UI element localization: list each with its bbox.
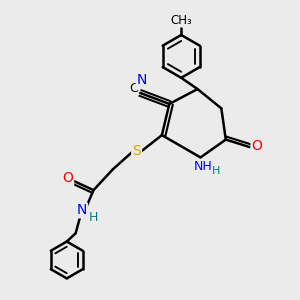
Text: O: O — [252, 139, 262, 152]
Text: CH₃: CH₃ — [170, 14, 192, 27]
Text: NH: NH — [194, 160, 213, 173]
Text: N: N — [76, 203, 87, 217]
Text: H: H — [89, 211, 98, 224]
Text: O: O — [62, 171, 73, 185]
Text: N: N — [137, 73, 147, 87]
Text: S: S — [132, 144, 141, 158]
Text: C: C — [129, 82, 138, 95]
Text: H: H — [212, 166, 220, 176]
